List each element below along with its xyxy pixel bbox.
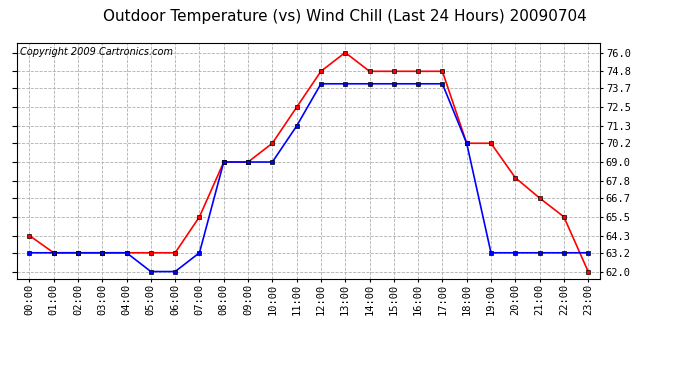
Text: Copyright 2009 Cartronics.com: Copyright 2009 Cartronics.com xyxy=(20,46,173,57)
Text: Outdoor Temperature (vs) Wind Chill (Last 24 Hours) 20090704: Outdoor Temperature (vs) Wind Chill (Las… xyxy=(103,9,587,24)
